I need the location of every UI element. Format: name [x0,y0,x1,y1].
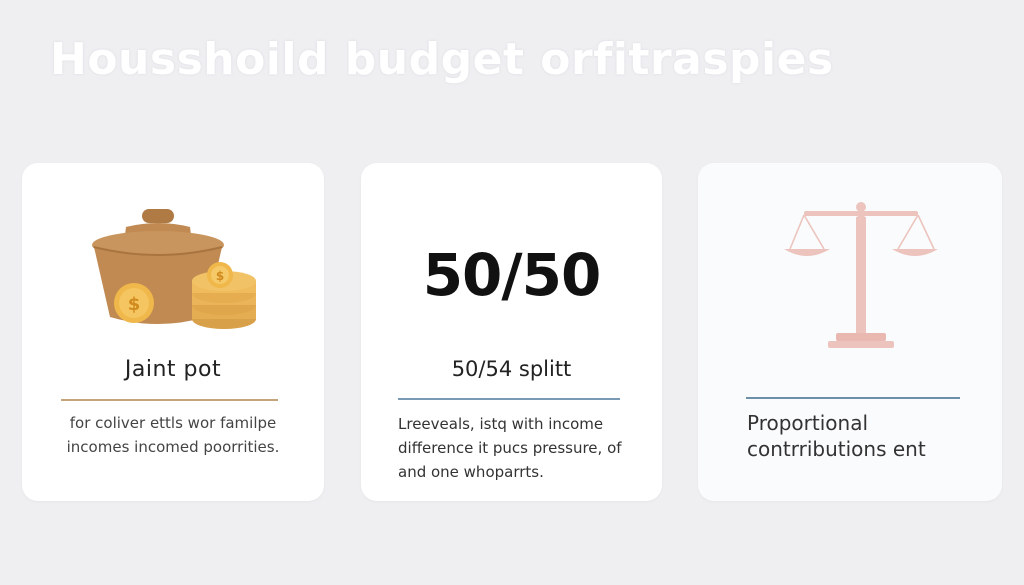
card-joint-pot: $ $ Jaint pot for coliver ettls wor fami… [22,163,324,501]
card-title-line1: Proportional [747,411,869,435]
card-description: for coliver ettls wor familpe incomes in… [66,414,280,456]
card-title: Jaint pot [124,357,222,382]
money-pot-coins-icon: $ $ [92,209,256,329]
divider [746,397,960,399]
ratio-number: 50/50 [422,241,602,309]
card-fifty-split: 50/50 50/54 splitt Lreeveals, istq with … [361,163,662,501]
card-title: Proportional contrributions ent [747,410,982,462]
svg-text:$: $ [216,269,224,283]
divider [398,398,620,400]
card-title: 50/54 splitt [451,357,572,381]
card-proportional: Proportional contrributions ent [698,163,1002,501]
balance-scale-icon [784,202,938,348]
card-description: Lreeveals, istq with income difference i… [398,415,622,481]
divider [61,399,278,401]
card-title-line2: contrributions ent [747,437,926,461]
svg-text:$: $ [128,294,141,315]
page-title: Housshoild budget orfitraspies [50,34,834,85]
